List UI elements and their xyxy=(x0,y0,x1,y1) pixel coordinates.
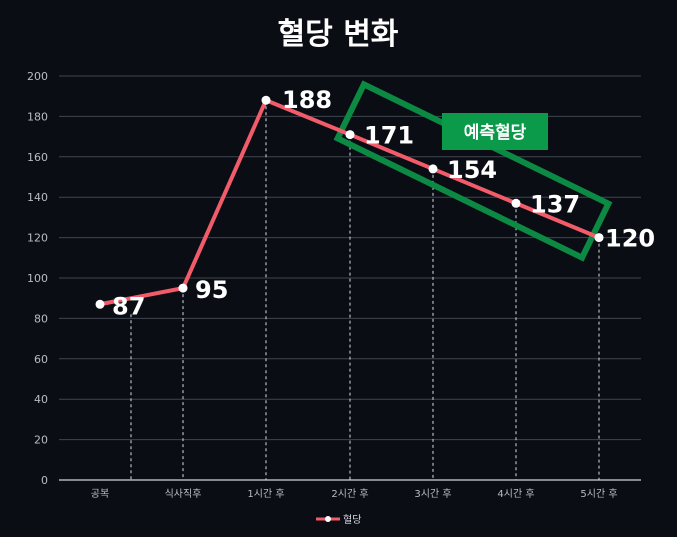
y-tick-label: 40 xyxy=(34,393,48,406)
y-tick-label: 80 xyxy=(34,312,48,325)
x-tick-label: 3시간 후 xyxy=(414,488,451,500)
x-tick-label: 1시간 후 xyxy=(247,488,284,500)
data-point xyxy=(261,95,271,105)
y-tick-label: 180 xyxy=(27,110,48,123)
data-point xyxy=(178,283,188,293)
data-label: 171 xyxy=(364,122,414,150)
chart-title: 혈당 변화 xyxy=(278,17,399,52)
y-tick-label: 200 xyxy=(27,70,48,83)
y-tick-label: 140 xyxy=(27,191,48,204)
legend: 혈당 xyxy=(316,513,361,526)
y-tick-label: 160 xyxy=(27,151,48,164)
data-label: 120 xyxy=(605,225,655,253)
x-tick-label: 2시간 후 xyxy=(331,488,368,500)
series-layer: 87 95 188 171 154 137 120 xyxy=(95,86,655,320)
x-tick-label: 식사직후 xyxy=(165,488,202,500)
annotation-layer: 예측혈당 xyxy=(333,80,613,262)
y-tick-label: 60 xyxy=(34,353,48,366)
data-label: 137 xyxy=(530,190,580,218)
data-point xyxy=(95,299,105,309)
data-point xyxy=(428,164,438,174)
legend-label: 혈당 xyxy=(343,513,361,526)
x-tick-label: 4시간 후 xyxy=(497,488,534,500)
y-tick-label: 120 xyxy=(27,232,48,245)
prediction-label: 예측혈당 xyxy=(464,122,527,143)
y-tick-label: 20 xyxy=(34,434,48,447)
data-label: 154 xyxy=(447,156,497,184)
legend-marker xyxy=(325,516,331,522)
x-tick-label: 공복 xyxy=(91,488,109,500)
data-label: 87 xyxy=(112,292,145,320)
y-tick-label: 100 xyxy=(27,272,48,285)
y-ticks: 0 20 40 60 80 100 120 140 160 180 200 xyxy=(27,70,48,487)
data-point xyxy=(345,130,355,140)
y-tick-label: 0 xyxy=(41,474,48,487)
x-tick-label: 5시간 후 xyxy=(580,488,617,500)
data-label: 95 xyxy=(195,276,228,304)
data-label: 188 xyxy=(282,86,332,114)
prediction-label-box xyxy=(442,113,548,150)
data-point xyxy=(511,198,521,208)
drop-lines xyxy=(130,106,600,480)
x-ticks: 공복 식사직후 1시간 후 2시간 후 3시간 후 4시간 후 5시간 후 xyxy=(91,488,618,500)
data-point xyxy=(594,233,604,243)
